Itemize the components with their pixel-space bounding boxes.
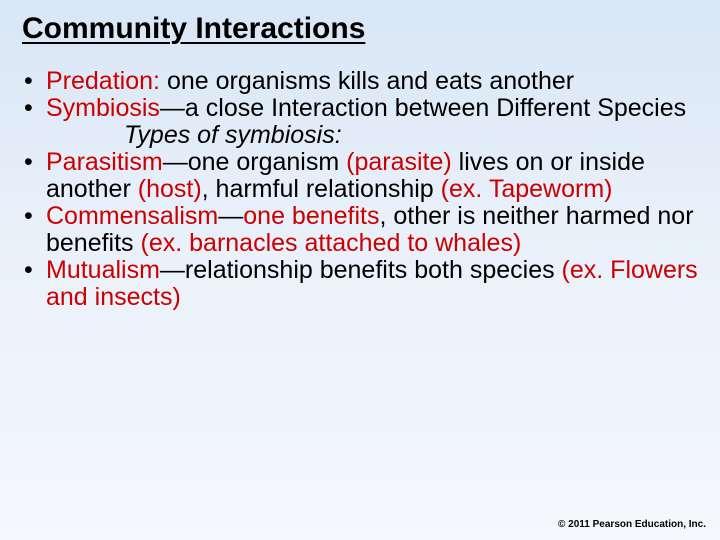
def-part: one organism bbox=[188, 148, 346, 176]
slide-content: Predation: one organisms kills and eats … bbox=[0, 46, 720, 311]
term-symbiosis: Symbiosis bbox=[46, 94, 160, 122]
term-mutualism: Mutualism bbox=[46, 256, 160, 284]
def-symbiosis: a close Interaction between Different Sp… bbox=[185, 94, 686, 122]
bullet-predation: Predation: one organisms kills and eats … bbox=[22, 68, 698, 95]
bullet-commensalism: Commensalism—one benefits, other is neit… bbox=[22, 203, 698, 257]
def-predation: one organisms kills and eats another bbox=[167, 67, 574, 95]
red-host: (host) bbox=[138, 175, 202, 203]
bullet-parasitism: Parasitism—one organism (parasite) lives… bbox=[22, 149, 698, 203]
sub-types: Types of symbiosis: bbox=[46, 122, 698, 149]
term-predation: Predation bbox=[46, 67, 153, 95]
bullet-list: Predation: one organisms kills and eats … bbox=[22, 68, 698, 311]
red-tapeworm: (ex. Tapeworm) bbox=[441, 175, 613, 203]
red-onebenefits: one benefits bbox=[243, 202, 379, 230]
term-parasitism: Parasitism bbox=[46, 148, 163, 176]
bullet-symbiosis: Symbiosis—a close Interaction between Di… bbox=[22, 95, 698, 149]
def-part: , harmful relationship bbox=[202, 175, 441, 203]
dash: — bbox=[218, 202, 243, 230]
def-part: relationship benefits both species bbox=[185, 256, 562, 284]
dash: — bbox=[160, 256, 185, 284]
red-parasite: (parasite) bbox=[346, 148, 452, 176]
bullet-mutualism: Mutualism—relationship benefits both spe… bbox=[22, 257, 698, 311]
slide-title: Community Interactions bbox=[0, 0, 720, 46]
term-commensalism: Commensalism bbox=[46, 202, 218, 230]
colon: : bbox=[153, 67, 167, 95]
dash: — bbox=[163, 148, 188, 176]
red-barnacles: (ex. barnacles attached to whales) bbox=[141, 229, 522, 257]
copyright-footer: © 2011 Pearson Education, Inc. bbox=[558, 519, 706, 530]
dash: — bbox=[160, 94, 185, 122]
